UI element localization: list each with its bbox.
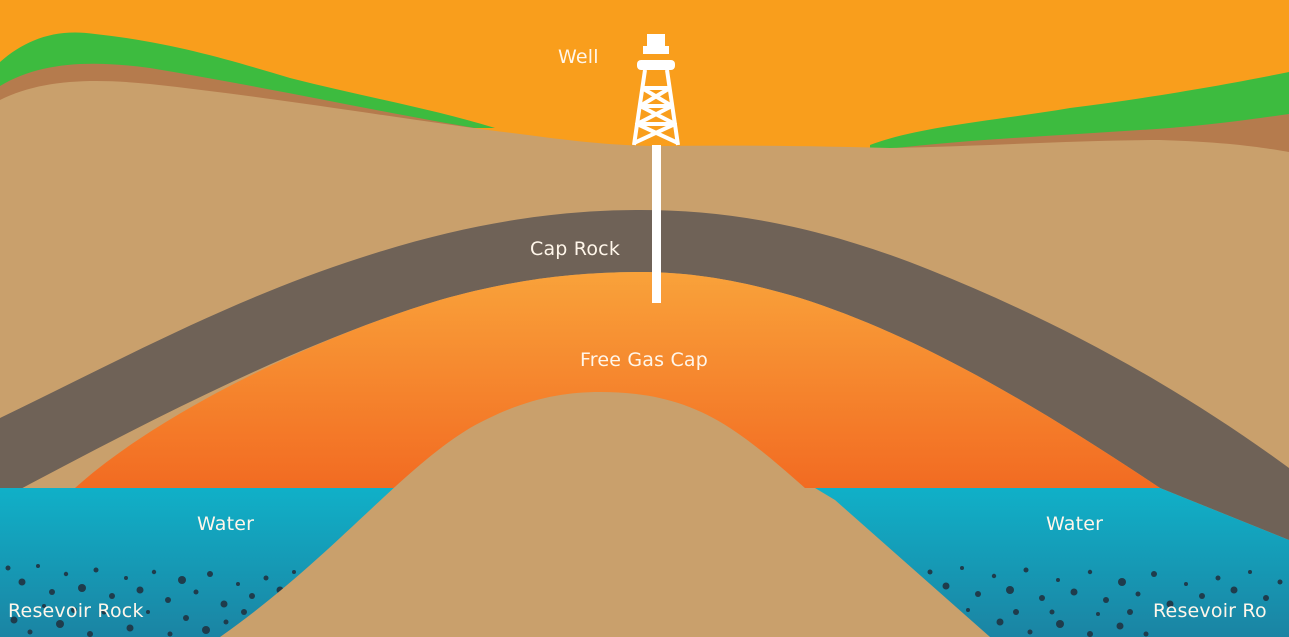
water-left-label: Water [197,513,255,535]
reservoir-rock-right [927,566,1283,637]
well-label: Well [558,46,599,68]
water-right-label: Water [1046,513,1104,535]
cap-rock-layer [0,210,1289,540]
free-gas-cap-label: Free Gas Cap [580,349,709,371]
oil-derrick-icon [632,34,680,146]
salt-dome [220,392,990,637]
water-left [0,488,415,637]
water-right [815,488,1289,637]
reservoir-rock-left-label: Resevoir Rock [8,600,144,622]
well-pipe [652,145,661,303]
reservoir-rock-right-label: Resevoir Ro [1153,600,1267,622]
cap-rock-label: Cap Rock [530,238,621,260]
free-gas-cap-zone [75,272,1160,488]
